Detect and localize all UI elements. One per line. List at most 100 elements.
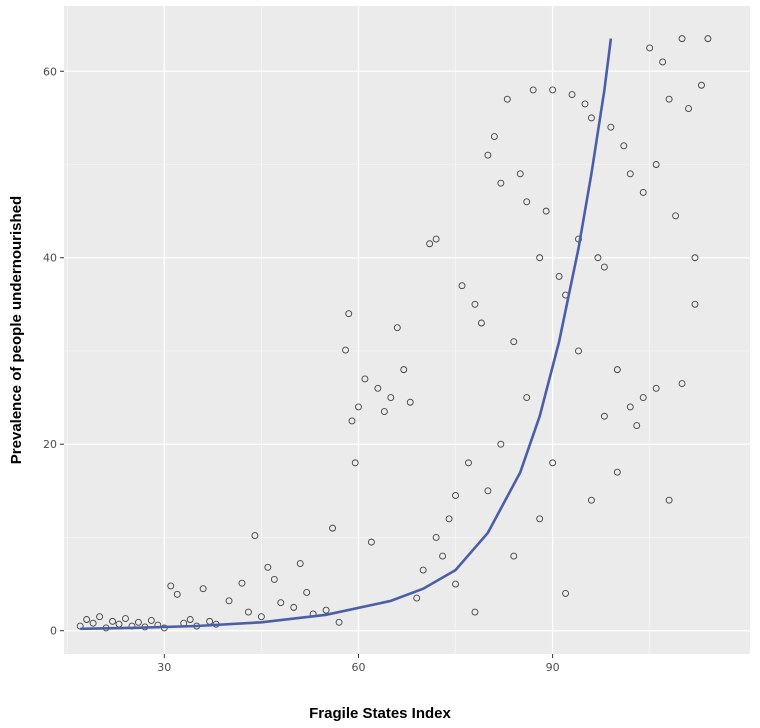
scatter-point (594, 254, 602, 262)
scatter-point (367, 538, 375, 546)
scatter-point (620, 142, 628, 150)
scatter-point (173, 590, 181, 598)
scatter-point (329, 524, 337, 532)
scatter-points (76, 35, 712, 632)
scatter-point (581, 100, 589, 108)
scatter-point (672, 212, 680, 220)
scatter-point (122, 615, 129, 623)
scatter-point (529, 86, 537, 94)
scatter-point (432, 534, 440, 541)
scatter-point (497, 179, 505, 187)
y-tick-label: 20 (43, 438, 57, 451)
scatter-point (484, 487, 492, 495)
scatter-point (639, 394, 647, 402)
scatter-point (613, 468, 621, 476)
grid-minor (64, 6, 750, 654)
y-axis-title: Prevalence of people undernourished (8, 196, 25, 464)
scatter-point (665, 95, 673, 103)
scatter-point (497, 440, 505, 448)
x-axis-ticks: 30 60 90 (157, 654, 560, 674)
scatter-point (626, 170, 634, 178)
scatter-point (704, 35, 712, 43)
scatter-point (626, 403, 634, 411)
scatter-point (186, 616, 194, 623)
scatter-point (419, 566, 427, 574)
scatter-point (393, 324, 401, 332)
scatter-point (244, 608, 252, 616)
scatter-point (134, 618, 142, 626)
y-tick-label: 0 (50, 625, 57, 638)
scatter-point (510, 552, 518, 560)
scatter-point (89, 619, 97, 627)
scatter-point (76, 622, 84, 630)
scatter-point (523, 394, 531, 402)
scatter-point (296, 560, 304, 568)
scatter-point (290, 603, 298, 611)
scatter-point (607, 123, 615, 131)
scatter-point (568, 91, 576, 99)
scatter-point (471, 300, 479, 308)
scatter-point (199, 585, 207, 593)
scatter-point (426, 240, 434, 248)
scatter-point (413, 594, 421, 602)
scatter-point (678, 380, 686, 388)
scatter-point (342, 346, 349, 354)
scatter-point (238, 579, 246, 587)
scatter-point (549, 459, 557, 467)
x-axis-title: Fragile States Index (309, 705, 451, 722)
plot-panel (64, 6, 750, 654)
scatter-point (387, 394, 395, 402)
scatter-point (678, 35, 686, 43)
scatter-point (303, 589, 311, 596)
scatter-point (587, 114, 595, 122)
scatter-point (659, 58, 667, 66)
scatter-point (536, 254, 544, 262)
scatter-point (452, 492, 459, 499)
fit-curve (80, 38, 613, 631)
grid-major (64, 6, 750, 654)
scatter-point (587, 496, 595, 504)
scatter-point (510, 338, 518, 346)
x-tick-label: 30 (157, 661, 171, 674)
scatter-point (562, 589, 570, 597)
scatter-point (490, 133, 498, 140)
scatter-point (633, 422, 641, 430)
scatter-point (516, 170, 524, 178)
scatter-point (109, 617, 116, 625)
scatter-point (652, 161, 660, 168)
scatter-point (471, 608, 479, 616)
scatter-point (600, 412, 608, 420)
scatter-point (523, 198, 531, 206)
scatter-point (322, 606, 330, 614)
scatter-point (639, 189, 647, 196)
x-tick-label: 90 (546, 661, 560, 674)
scatter-point (167, 582, 175, 590)
scatter-point (484, 151, 492, 159)
scatter-point (555, 272, 563, 280)
scatter-point (432, 235, 440, 243)
scatter-point (445, 515, 453, 523)
scatter-point (691, 300, 699, 308)
scatter-point (96, 613, 104, 621)
scatter-point (665, 496, 673, 504)
scatter-point (348, 417, 356, 425)
scatter-point (351, 459, 359, 467)
scatter-point (698, 81, 705, 89)
scatter-point (335, 618, 343, 626)
scatter-point (503, 95, 511, 103)
scatter-point (380, 408, 388, 416)
scatter-point (536, 515, 544, 523)
scatter-point (439, 552, 447, 560)
y-tick-label: 60 (43, 65, 57, 78)
scatter-point (685, 105, 692, 113)
scatter-point (452, 580, 459, 588)
scatter-point (458, 282, 466, 290)
scatter-point (264, 563, 272, 571)
scatter-point (477, 319, 485, 327)
scatter-point (277, 599, 285, 607)
scatter-point (147, 616, 155, 624)
scatter-point (257, 613, 265, 621)
scatter-point (406, 398, 414, 406)
scatter-point (542, 207, 550, 215)
